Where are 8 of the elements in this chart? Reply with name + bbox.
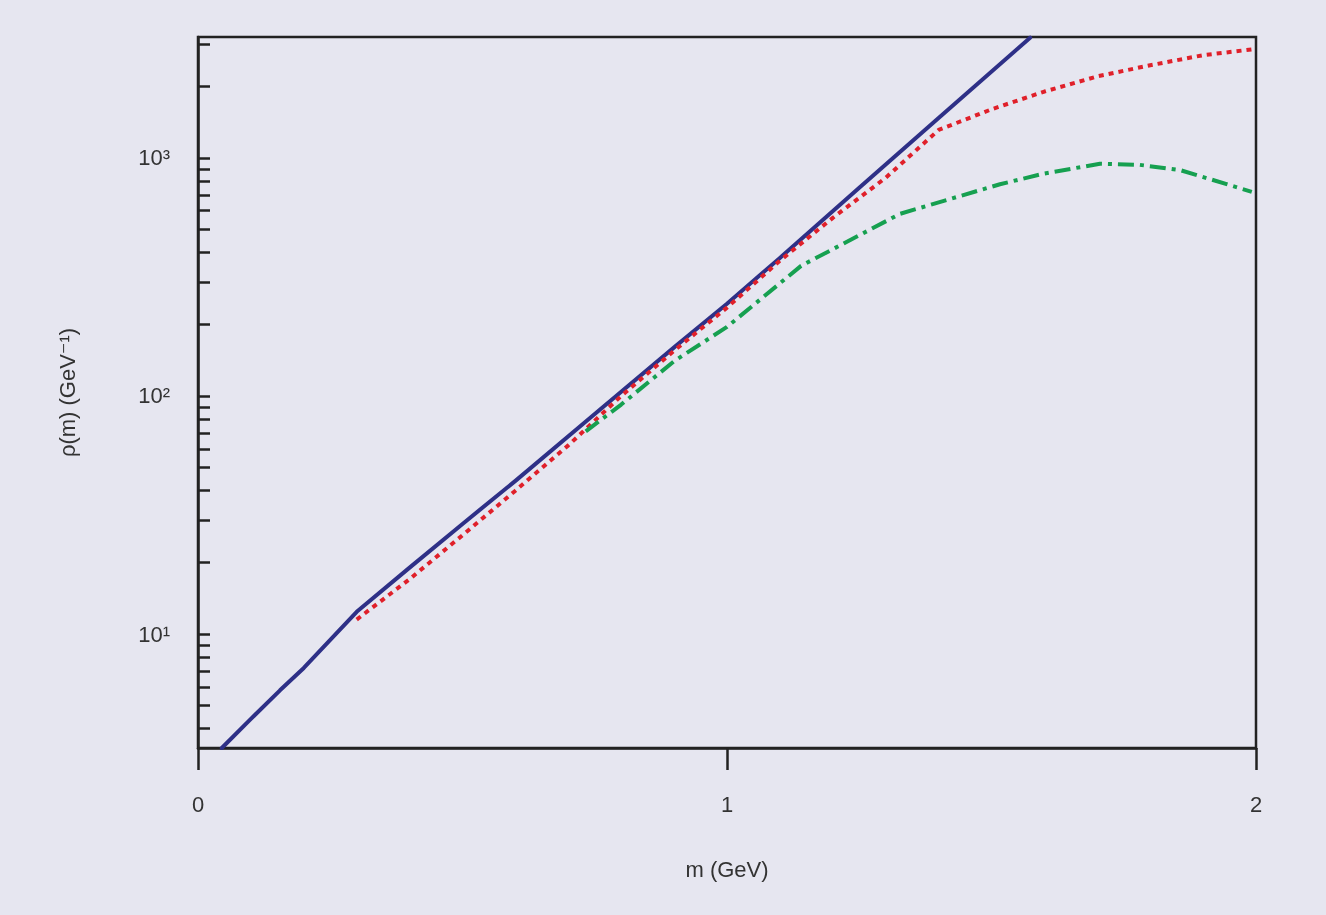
y-axis-title: ρ(m) (GeV⁻¹) xyxy=(54,327,80,458)
y-tick-label: 10² xyxy=(138,383,170,409)
y-tick-label: 10³ xyxy=(138,145,170,171)
x-tick-label: 2 xyxy=(1249,791,1263,817)
y-tick-label: 10¹ xyxy=(138,621,170,647)
x-axis-title: m (GeV) xyxy=(685,856,769,882)
x-tick-label: 0 xyxy=(191,791,205,817)
x-tick-label: 1 xyxy=(720,791,734,817)
